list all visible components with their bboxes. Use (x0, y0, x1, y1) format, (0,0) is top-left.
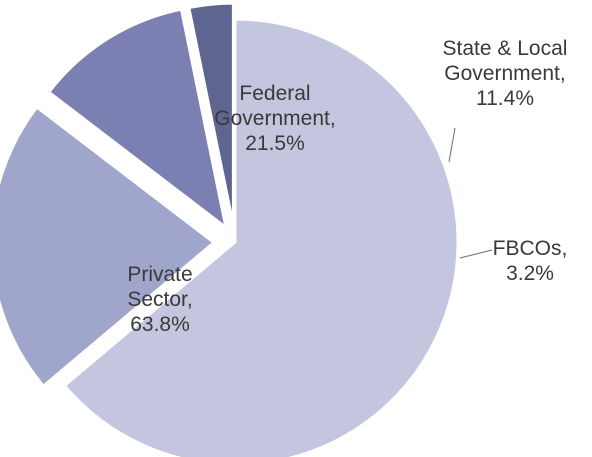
data-label-line: Government, (444, 62, 565, 85)
slice-state-and-local-government (47, 7, 228, 230)
data-label-line: Federal (239, 82, 310, 105)
data-label-line: 3.2% (506, 262, 554, 285)
data-label-line: Sector, (127, 288, 192, 311)
slice-private-sector (62, 17, 460, 457)
pie-slices (0, 1, 460, 457)
data-label-line: 21.5% (245, 132, 305, 155)
data-label-line: Private (127, 263, 192, 286)
slice-fbcos (187, 1, 235, 228)
slice-labels: Federal Government, 21.5%State & Local Gove… (127, 37, 567, 336)
leader-line-state-and-local-government (448, 127, 456, 163)
data-label-line: 11.4% (476, 87, 534, 110)
data-label-state-and-local-government: State & Local Government, 11.4% (443, 37, 568, 110)
data-label-line: FBCOs, (493, 237, 568, 260)
data-label-fbcos: FBCOs, 3.2% (493, 237, 568, 285)
data-label-federal-government: Federal Government, 21.5% (214, 82, 335, 155)
slice-federal-government (0, 105, 216, 388)
data-label-line: Government, (214, 107, 335, 130)
leader-lines (448, 127, 493, 259)
data-label-line: 63.8% (130, 313, 190, 336)
data-label-line: State & Local (443, 37, 568, 60)
data-label-private-sector: Private Sector, 63.8% (127, 263, 192, 336)
leader-line-fbcos (459, 249, 493, 259)
